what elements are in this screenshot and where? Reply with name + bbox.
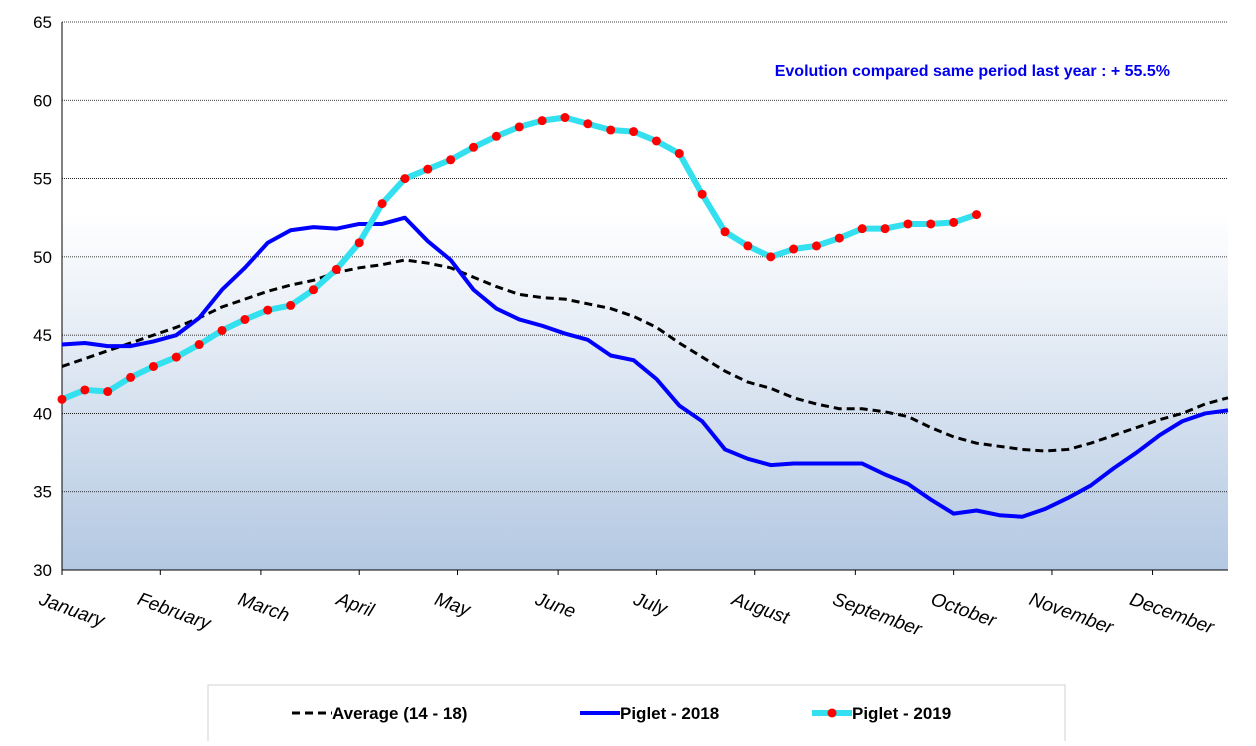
y-tick-label: 50 (33, 248, 52, 267)
marker (469, 142, 479, 152)
marker (834, 233, 844, 243)
marker (57, 394, 67, 404)
marker (148, 361, 158, 371)
marker (743, 241, 753, 251)
marker (103, 387, 113, 397)
marker (491, 131, 501, 141)
y-tick-label: 65 (33, 13, 52, 32)
legend-label: Average (14 - 18) (332, 704, 467, 723)
marker (560, 113, 570, 123)
x-tick-label: April (333, 589, 378, 622)
marker (194, 340, 204, 350)
marker (80, 385, 90, 395)
marker (811, 241, 821, 251)
marker (674, 149, 684, 159)
marker (446, 155, 456, 165)
marker (308, 285, 318, 295)
y-tick-label: 40 (33, 404, 52, 423)
series-line (61, 215, 1229, 519)
marker (354, 238, 364, 248)
marker (606, 125, 616, 135)
x-tick-label: May (432, 589, 474, 622)
marker (949, 217, 959, 227)
y-tick-label: 35 (33, 483, 52, 502)
x-tick-label: October (928, 589, 999, 632)
marker (857, 224, 867, 234)
marker (583, 119, 593, 129)
legend-box (207, 684, 1066, 746)
marker (286, 300, 296, 310)
marker (789, 244, 799, 254)
y-tick-label: 45 (33, 326, 52, 345)
plot-area (62, 22, 1228, 570)
marker (629, 127, 639, 137)
marker (766, 252, 776, 262)
marker (972, 210, 982, 220)
y-tick-label: 30 (33, 561, 52, 580)
legend-marker (827, 708, 837, 718)
marker (126, 372, 136, 382)
x-tick-label: March (235, 589, 292, 627)
x-tick-label: July (630, 589, 671, 621)
marker (263, 305, 273, 315)
x-tick-label: November (1026, 589, 1116, 639)
marker (926, 219, 936, 229)
legend-label: Piglet - 2018 (620, 704, 719, 723)
marker (880, 224, 890, 234)
x-tick-label: February (135, 589, 215, 635)
x-tick-label: December (1127, 589, 1217, 639)
x-tick-label: August (728, 589, 792, 630)
annotation: Evolution compared same period last year… (775, 63, 1170, 80)
marker (903, 219, 913, 229)
marker (400, 174, 410, 184)
marker (720, 227, 730, 237)
marker (514, 122, 524, 132)
marker (423, 164, 433, 174)
y-tick-label: 60 (33, 91, 52, 110)
x-tick-label: September (830, 589, 925, 641)
legend-label: Piglet - 2019 (852, 704, 951, 723)
marker (217, 325, 227, 335)
marker (537, 116, 547, 126)
x-tick-label: June (531, 589, 578, 623)
marker (331, 264, 341, 274)
marker (171, 352, 181, 362)
y-tick-label: 55 (33, 170, 52, 189)
marker (377, 199, 387, 209)
marker (697, 189, 707, 199)
marker (240, 314, 250, 324)
x-tick-label: January (35, 589, 108, 633)
marker (651, 136, 661, 146)
